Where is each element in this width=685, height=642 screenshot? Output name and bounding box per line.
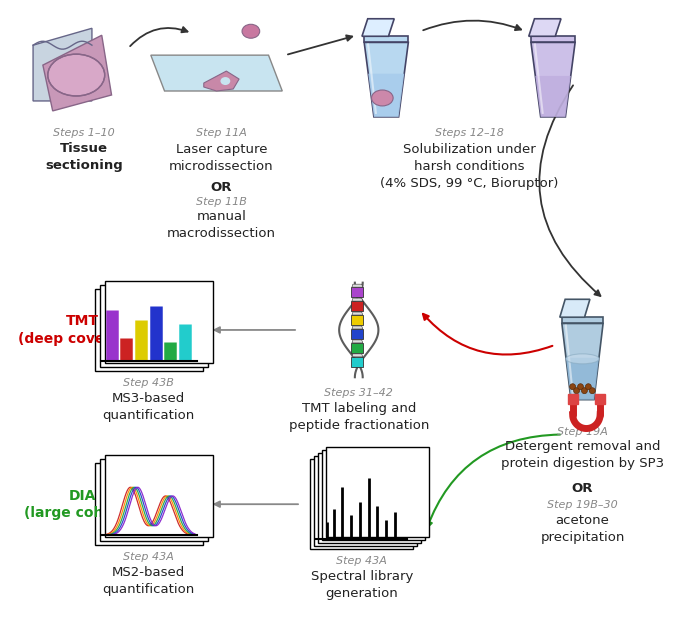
Text: TMT labeling and
peptide fractionation: TMT labeling and peptide fractionation [288, 402, 429, 431]
Text: Step 19B–30: Step 19B–30 [547, 500, 618, 510]
FancyBboxPatch shape [322, 451, 425, 540]
Text: Tissue
sectioning: Tissue sectioning [45, 142, 123, 172]
Polygon shape [352, 340, 363, 343]
Polygon shape [352, 312, 363, 315]
Polygon shape [560, 299, 590, 317]
Polygon shape [566, 358, 599, 400]
Text: Steps 1–10: Steps 1–10 [53, 128, 115, 138]
Circle shape [582, 388, 587, 394]
Ellipse shape [221, 77, 230, 85]
Text: Step 43B: Step 43B [123, 377, 174, 388]
Polygon shape [43, 35, 112, 111]
Text: TMT
(deep coverage): TMT (deep coverage) [18, 315, 147, 345]
Text: MS2-based
quantification: MS2-based quantification [103, 566, 195, 596]
Polygon shape [562, 324, 603, 400]
Polygon shape [151, 55, 282, 91]
Bar [351, 287, 363, 297]
Polygon shape [536, 76, 571, 117]
Circle shape [570, 384, 575, 390]
Polygon shape [531, 42, 575, 117]
Ellipse shape [48, 54, 105, 96]
FancyBboxPatch shape [314, 456, 417, 546]
Circle shape [586, 384, 591, 390]
Text: Spectral library
generation: Spectral library generation [310, 570, 413, 600]
FancyBboxPatch shape [105, 281, 212, 363]
Polygon shape [364, 42, 408, 117]
Text: Steps 31–42: Steps 31–42 [325, 388, 393, 397]
Text: acetone
precipitation: acetone precipitation [540, 514, 625, 544]
Polygon shape [203, 71, 239, 91]
FancyBboxPatch shape [326, 447, 429, 537]
FancyBboxPatch shape [318, 453, 421, 543]
Polygon shape [529, 19, 561, 37]
FancyBboxPatch shape [95, 289, 203, 371]
Ellipse shape [371, 90, 393, 106]
Text: manual
macrodissection: manual macrodissection [167, 211, 276, 241]
Circle shape [589, 388, 595, 394]
Text: Steps 12–18: Steps 12–18 [435, 128, 504, 138]
Bar [562, 317, 603, 324]
Ellipse shape [242, 24, 260, 39]
FancyBboxPatch shape [95, 464, 203, 545]
Text: Step 19A: Step 19A [557, 426, 608, 437]
Polygon shape [362, 19, 394, 37]
Text: Step 43A: Step 43A [123, 552, 174, 562]
Text: Detergent removal and
protein digestion by SP3: Detergent removal and protein digestion … [501, 440, 664, 471]
Circle shape [573, 388, 580, 394]
Bar [364, 37, 408, 42]
Polygon shape [369, 74, 404, 117]
Circle shape [577, 384, 584, 390]
Ellipse shape [566, 354, 599, 364]
Polygon shape [352, 284, 363, 287]
FancyBboxPatch shape [105, 455, 212, 537]
Bar [351, 301, 363, 311]
FancyBboxPatch shape [100, 460, 208, 541]
Text: OR: OR [572, 482, 593, 495]
Bar [351, 343, 363, 353]
Polygon shape [352, 354, 363, 357]
Polygon shape [352, 326, 363, 329]
Polygon shape [33, 28, 92, 101]
Bar [351, 357, 363, 367]
Text: Step 43A: Step 43A [336, 556, 387, 566]
Text: Step 11B: Step 11B [196, 196, 247, 207]
Text: DIA
(large cohorts): DIA (large cohorts) [23, 489, 140, 520]
Polygon shape [352, 298, 363, 301]
Text: OR: OR [211, 180, 232, 194]
Bar [351, 315, 363, 325]
FancyBboxPatch shape [100, 285, 208, 367]
Bar [531, 37, 575, 42]
Text: MS3-based
quantification: MS3-based quantification [103, 392, 195, 422]
Text: Laser capture
microdissection: Laser capture microdissection [169, 143, 274, 173]
Bar [351, 329, 363, 339]
FancyBboxPatch shape [310, 460, 413, 549]
Text: Solubilization under
harsh conditions
(4% SDS, 99 °C, Bioruptor): Solubilization under harsh conditions (4… [380, 143, 559, 190]
Text: Step 11A: Step 11A [196, 128, 247, 138]
